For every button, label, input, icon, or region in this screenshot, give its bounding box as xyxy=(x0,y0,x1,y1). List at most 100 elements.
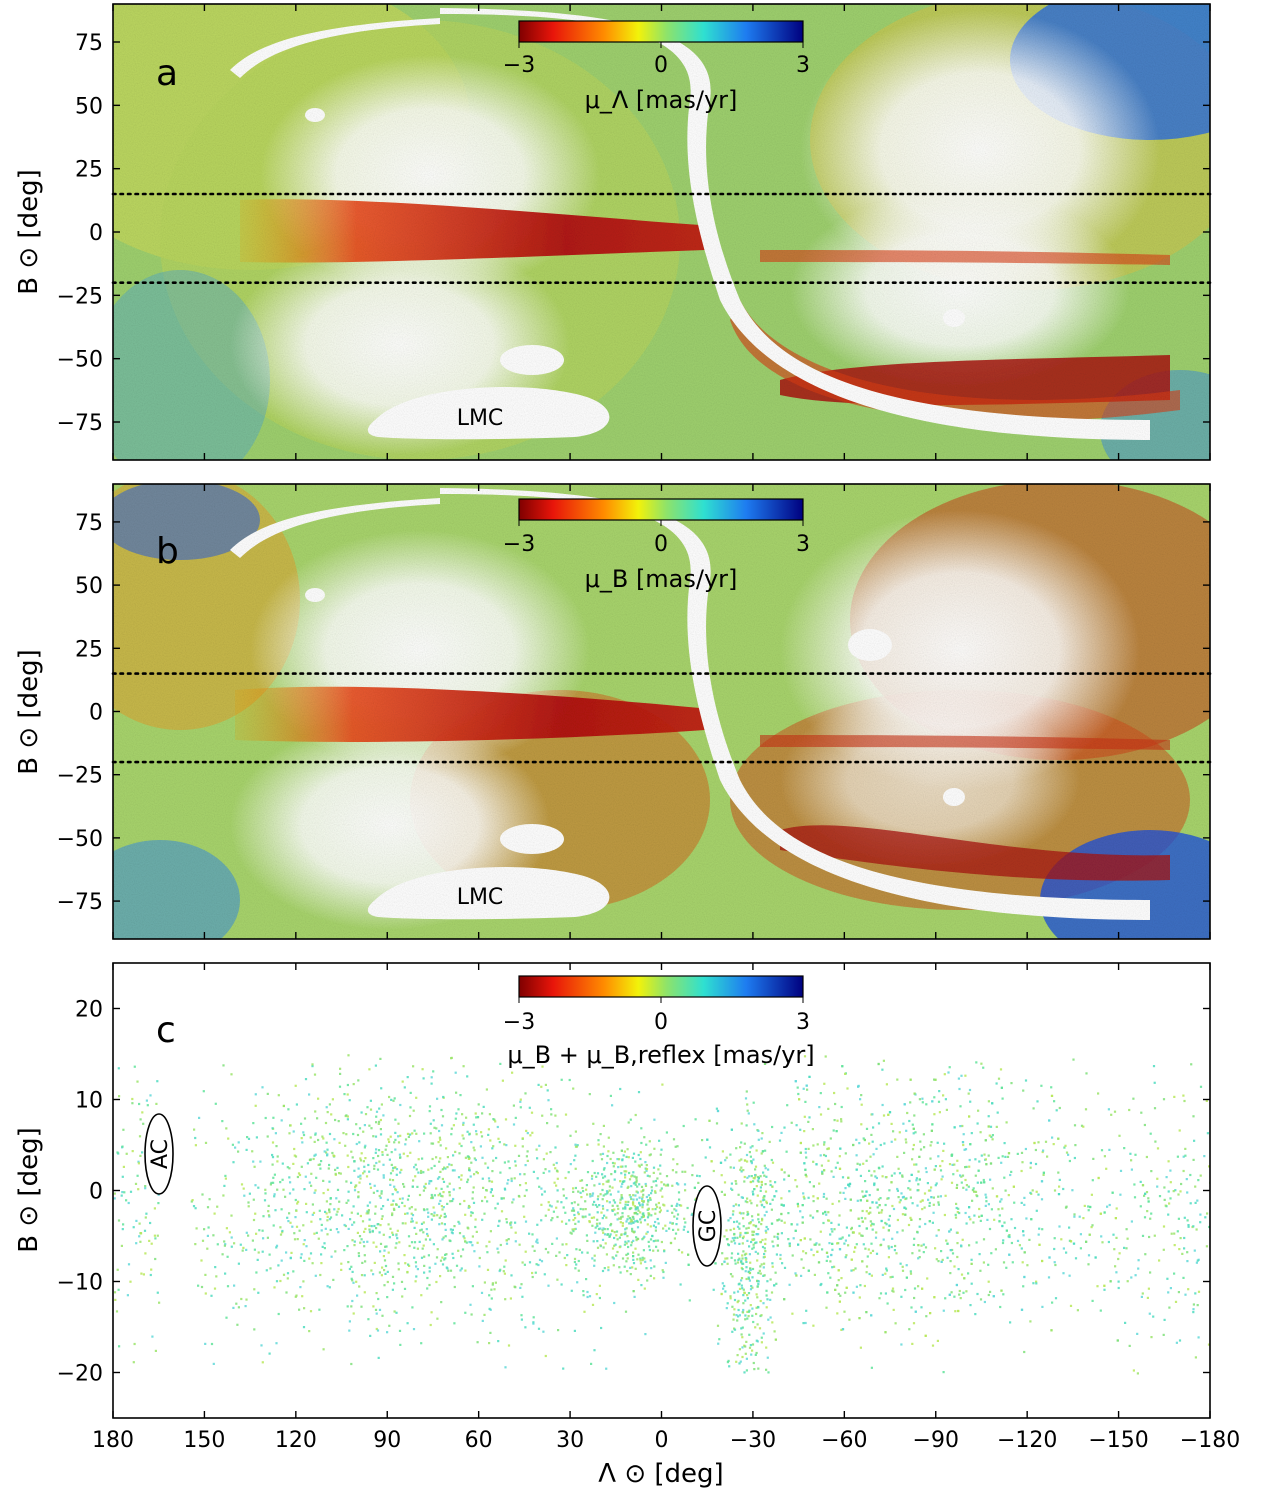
scatter-point xyxy=(439,1170,442,1173)
scatter-point xyxy=(573,1260,576,1264)
scatter-point xyxy=(492,1145,495,1148)
scatter-point xyxy=(803,1130,806,1133)
scatter-point xyxy=(593,1254,596,1257)
scatter-point xyxy=(331,1098,334,1101)
scatter-point xyxy=(589,1193,592,1196)
scatter-point xyxy=(1197,1290,1201,1293)
scatter-point xyxy=(627,1185,630,1188)
scatter-point xyxy=(311,1213,314,1216)
scatter-point xyxy=(634,1113,637,1117)
scatter-point xyxy=(885,1083,888,1086)
scatter-point xyxy=(449,1228,452,1231)
scatter-point xyxy=(625,1253,628,1256)
scatter-point xyxy=(446,1185,449,1188)
scatter-point xyxy=(598,1296,601,1300)
scatter-point xyxy=(382,1255,385,1258)
scatter-point xyxy=(860,1123,863,1126)
scatter-point xyxy=(645,1168,649,1171)
scatter-point xyxy=(829,1137,832,1140)
scatter-point xyxy=(749,1155,752,1158)
scatter-point xyxy=(326,1188,330,1191)
scatter-point xyxy=(698,1175,701,1178)
scatter-point xyxy=(299,1286,302,1289)
scatter-point xyxy=(631,1266,634,1269)
scatter-point xyxy=(430,1167,433,1170)
scatter-point xyxy=(914,1131,917,1134)
scatter-point xyxy=(1013,1226,1017,1230)
scatter-point xyxy=(1016,1152,1019,1155)
scatter-point xyxy=(264,1188,267,1191)
scatter-point xyxy=(131,1097,134,1101)
scatter-point xyxy=(1002,1261,1006,1264)
scatter-point xyxy=(1053,1189,1057,1192)
scatter-point xyxy=(521,1145,524,1148)
scatter-point xyxy=(760,1180,763,1184)
scatter-point xyxy=(802,1322,805,1325)
scatter-point xyxy=(1178,1248,1181,1251)
scatter-point xyxy=(362,1160,365,1163)
scatter-point xyxy=(752,1177,755,1180)
scatter-point xyxy=(655,1203,658,1206)
scatter-point xyxy=(928,1204,931,1207)
scatter-point xyxy=(980,1062,983,1065)
scatter-point xyxy=(932,1203,935,1206)
scatter-point xyxy=(976,1122,979,1125)
scatter-point xyxy=(987,1263,990,1266)
scatter-point xyxy=(1035,1280,1038,1283)
scatter-point xyxy=(138,1102,141,1106)
scatter-point xyxy=(618,1246,621,1249)
scatter-point xyxy=(758,1327,762,1330)
scatter-point xyxy=(320,1253,323,1256)
scatter-point xyxy=(334,1250,337,1253)
scatter-point xyxy=(153,1234,156,1237)
scatter-point xyxy=(462,1121,465,1124)
scatter-point xyxy=(886,1302,889,1305)
scatter-point xyxy=(658,1139,661,1142)
scatter-point xyxy=(998,1214,1001,1217)
scatter-point xyxy=(1021,1261,1024,1264)
scatter-point xyxy=(397,1205,401,1208)
scatter-point xyxy=(1111,1191,1114,1194)
scatter-point xyxy=(1052,1143,1055,1146)
scatter-point xyxy=(725,1156,728,1159)
scatter-point xyxy=(1073,1156,1076,1160)
scatter-point xyxy=(605,1216,608,1219)
scatter-point xyxy=(841,1176,845,1179)
scatter-point xyxy=(466,1075,469,1078)
scatter-point xyxy=(629,1266,632,1269)
scatter-point xyxy=(594,1203,597,1207)
scatter-point xyxy=(1028,1238,1031,1241)
scatter-point xyxy=(968,1158,971,1162)
scatter-point xyxy=(550,1205,553,1208)
scatter-point xyxy=(731,1188,734,1191)
scatter-point xyxy=(408,1264,411,1267)
scatter-point xyxy=(794,1080,797,1083)
scatter-point xyxy=(871,1140,874,1143)
scatter-point xyxy=(974,1158,977,1161)
scatter-point xyxy=(269,1267,272,1270)
scatter-point xyxy=(827,1159,830,1162)
scatter-point xyxy=(298,1173,302,1177)
scatter-point xyxy=(987,1293,990,1297)
scatter-point xyxy=(673,1215,676,1218)
scatter-point xyxy=(950,1291,953,1294)
scatter-point xyxy=(465,1116,468,1119)
scatter-point xyxy=(319,1273,322,1277)
scatter-point xyxy=(461,1134,464,1137)
scatter-point xyxy=(872,1223,875,1226)
scatter-point xyxy=(542,1171,545,1174)
scatter-point xyxy=(606,1161,609,1165)
scatter-point xyxy=(357,1252,360,1255)
scatter-point xyxy=(1099,1309,1102,1312)
scatter-point xyxy=(332,1278,335,1281)
scatter-point xyxy=(734,1262,737,1265)
scatter-point xyxy=(763,1255,766,1258)
scatter-point xyxy=(632,1251,635,1254)
scatter-point xyxy=(764,1167,767,1170)
scatter-point xyxy=(662,1270,665,1274)
scatter-point xyxy=(764,1190,768,1193)
scatter-point xyxy=(441,1115,445,1118)
scatter-point xyxy=(1003,1142,1006,1145)
scatter-point xyxy=(880,1219,883,1223)
scatter-point xyxy=(391,1169,394,1172)
